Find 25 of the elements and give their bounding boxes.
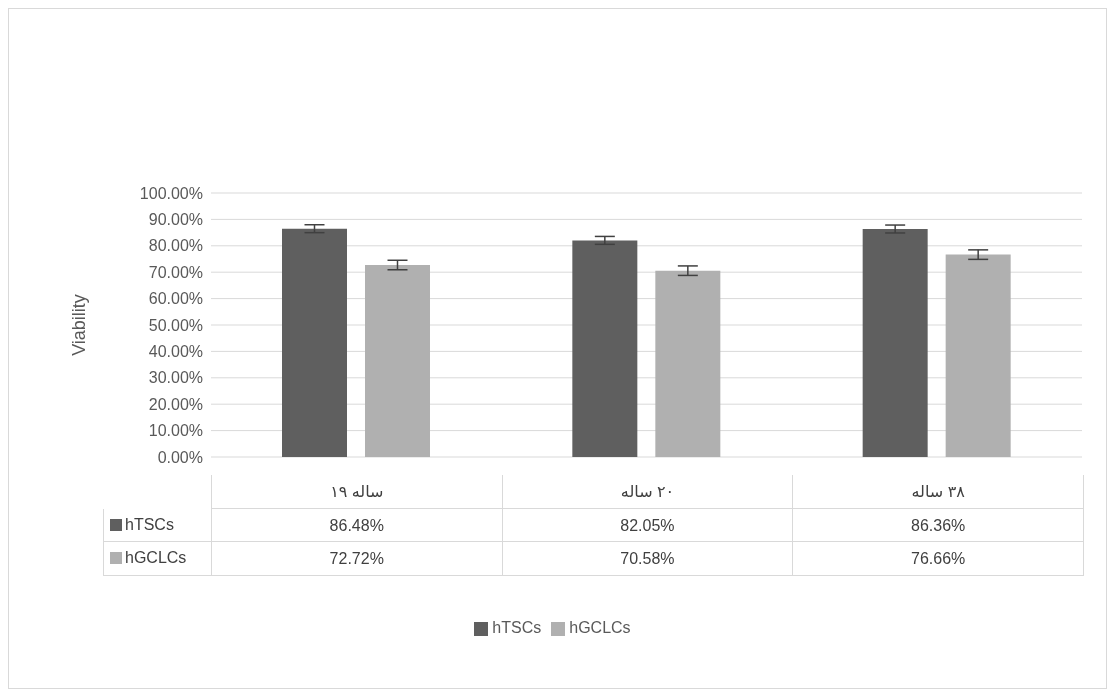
text: hGCLCs bbox=[125, 549, 187, 567]
data-label: 86.36% bbox=[793, 508, 1084, 541]
y-tick-label: 60.00% bbox=[148, 290, 203, 308]
text: hTSCs bbox=[492, 619, 542, 636]
y-tick-label: 50.00% bbox=[148, 316, 203, 334]
y-axis-title: Viability bbox=[69, 294, 90, 356]
y-tick-label: 100.00% bbox=[139, 184, 203, 202]
y-tick-label: 10.00% bbox=[148, 422, 203, 440]
x-tick-label: ۲۰ ساله bbox=[502, 475, 794, 508]
x-tick-label: ۳۸ ساله bbox=[793, 475, 1085, 508]
y-tick-label: 40.00% bbox=[148, 343, 203, 361]
data-label: 70.58% bbox=[502, 542, 794, 575]
y-tick-label: 20.00% bbox=[148, 395, 203, 413]
data-label: 76.66% bbox=[793, 542, 1084, 575]
y-tick-label: 70.00% bbox=[148, 263, 203, 281]
y-tick-label: 80.00% bbox=[148, 237, 203, 255]
data-label: 86.48% bbox=[211, 508, 503, 541]
legend-label: hTSCs bbox=[125, 515, 174, 534]
data-label: 72.72% bbox=[211, 542, 503, 575]
y-tick-label: 0.00% bbox=[157, 448, 203, 466]
y-tick-label: 30.00% bbox=[148, 369, 203, 387]
data-label: 82.05% bbox=[502, 508, 794, 541]
legend-label: hGCLCs bbox=[569, 619, 631, 636]
x-tick-label: ساله ۱۹ bbox=[212, 475, 503, 508]
y-tick-label: 90.00% bbox=[148, 211, 203, 229]
